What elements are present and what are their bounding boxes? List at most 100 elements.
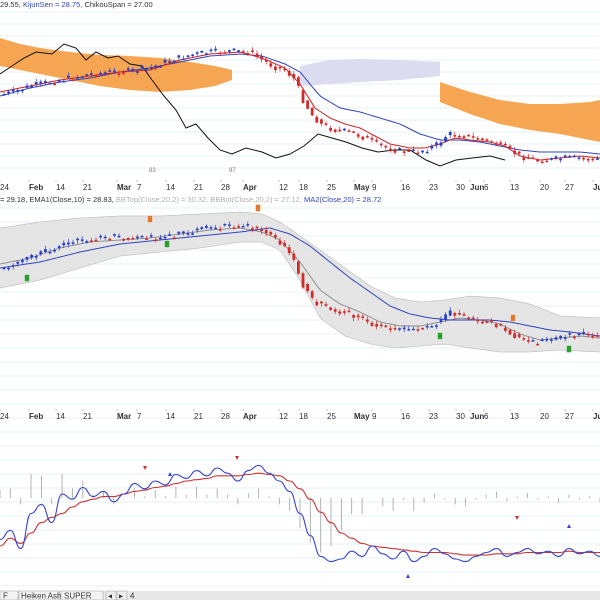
candle-body xyxy=(94,239,98,242)
candle-body xyxy=(508,329,512,335)
candle-body xyxy=(62,80,66,83)
candle-body xyxy=(485,321,489,323)
crossover-arrow xyxy=(235,456,239,460)
candle-body xyxy=(435,142,438,146)
x-axis-tick-label: 21 xyxy=(194,412,203,421)
tab-scroll-right-button[interactable] xyxy=(116,590,128,600)
x-axis-tick-label: 28 xyxy=(221,183,230,192)
candle-body xyxy=(113,234,116,236)
candle-body xyxy=(333,129,337,132)
ichimoku-panel: 83 97 xyxy=(0,38,600,174)
candle-body xyxy=(85,74,89,76)
candle-body xyxy=(149,67,153,69)
candle-body xyxy=(34,82,38,85)
candle-body xyxy=(467,134,470,137)
signal-line xyxy=(0,472,600,556)
candle-body xyxy=(292,253,296,260)
candle-body xyxy=(278,66,282,69)
x-axis-tick-label: 21 xyxy=(83,412,92,421)
tab-super[interactable] xyxy=(60,590,104,600)
candle-body xyxy=(347,310,351,313)
candle-body xyxy=(292,74,296,79)
bollinger-bottom-line xyxy=(0,241,600,353)
candle-body xyxy=(209,227,213,229)
candle-body xyxy=(16,90,20,92)
candle-body xyxy=(30,254,33,258)
candle-body xyxy=(274,66,277,71)
candle-body xyxy=(407,329,411,331)
signal-markers xyxy=(24,204,572,353)
candle-body xyxy=(103,236,107,239)
x-axis-tick-label: 23 xyxy=(429,412,438,421)
candle-body xyxy=(379,324,383,327)
candle-body xyxy=(237,226,240,228)
candle-body xyxy=(416,152,420,155)
candle-body xyxy=(159,66,162,68)
candle-body xyxy=(113,70,116,72)
candle-body xyxy=(218,229,222,231)
candle-body xyxy=(274,235,277,238)
candle-body xyxy=(499,142,503,144)
candle-body xyxy=(366,319,369,322)
x-axis-tick-label: May xyxy=(354,183,370,192)
candle-body xyxy=(550,158,553,160)
x-axis-tick-label: 6 xyxy=(484,412,489,421)
candle-body xyxy=(16,261,20,264)
candle-body xyxy=(379,143,383,146)
crossover-arrow xyxy=(406,574,410,578)
x-axis-tick-label: Feb xyxy=(29,183,43,192)
x-axis-tick-label: 21 xyxy=(83,183,92,192)
candle-body xyxy=(453,313,457,316)
candle-body xyxy=(582,157,585,160)
candle-body xyxy=(255,53,259,57)
x-axis-tick-label: 12 xyxy=(279,412,288,421)
candle-body xyxy=(577,333,581,335)
tab-scroll-left-button[interactable] xyxy=(105,590,117,600)
bottom-tab-bar: F Heiken Ashi SUPER ◂ ▸ 4 xyxy=(0,590,600,600)
candle-body xyxy=(467,317,470,319)
candle-body xyxy=(527,340,530,342)
candle-body xyxy=(320,301,323,304)
x-axis-tick-label: Feb xyxy=(29,412,43,421)
candle-body xyxy=(554,337,558,340)
x-axis-tick-label: 7 xyxy=(137,183,142,192)
candle-body xyxy=(228,224,231,226)
x-axis-tick-label: 18 xyxy=(299,183,308,192)
candle-body xyxy=(338,311,342,314)
candle-body xyxy=(172,60,176,63)
moving-average-path xyxy=(0,227,600,337)
candle-body xyxy=(136,236,139,239)
candle-body xyxy=(310,107,314,116)
candle-body xyxy=(136,71,139,73)
x-axis-tick-label: 30 xyxy=(456,412,465,421)
tab-heiken-ashi[interactable] xyxy=(18,590,60,600)
candle-body xyxy=(140,235,144,238)
x-axis-tick-label: 14 xyxy=(56,412,65,421)
candle-body xyxy=(154,65,158,68)
x-axis-tick-label: Jun xyxy=(470,412,484,421)
candle-body xyxy=(462,136,466,139)
candle-body xyxy=(425,151,429,154)
candle-body xyxy=(421,327,424,330)
crossover-arrow xyxy=(143,466,147,470)
candle-body xyxy=(168,234,171,236)
candle-body xyxy=(71,242,75,244)
kumo-cloud-area xyxy=(0,38,232,92)
tab-f[interactable] xyxy=(0,590,19,600)
candle-body xyxy=(508,145,512,148)
tenkan-sen-line xyxy=(0,51,600,161)
x-axis-tick-label: 6 xyxy=(484,183,489,192)
candle-body xyxy=(195,228,199,231)
candle-body xyxy=(122,72,125,74)
x-axis-tick-label: 7 xyxy=(137,412,142,421)
candle-body xyxy=(356,134,360,137)
candle-body xyxy=(412,149,415,151)
legend-entry: EMA1(Close,10) = 28.83, xyxy=(29,195,116,204)
candle-body xyxy=(476,319,480,322)
legend-entry: ChikouSpan = 27.00 xyxy=(84,0,152,9)
x-axis-tick-label: 14 xyxy=(166,183,175,192)
candle-body xyxy=(476,138,480,140)
candle-body xyxy=(504,327,507,331)
x-axis-tick-label: 18 xyxy=(299,412,308,421)
candle-body xyxy=(389,148,392,151)
